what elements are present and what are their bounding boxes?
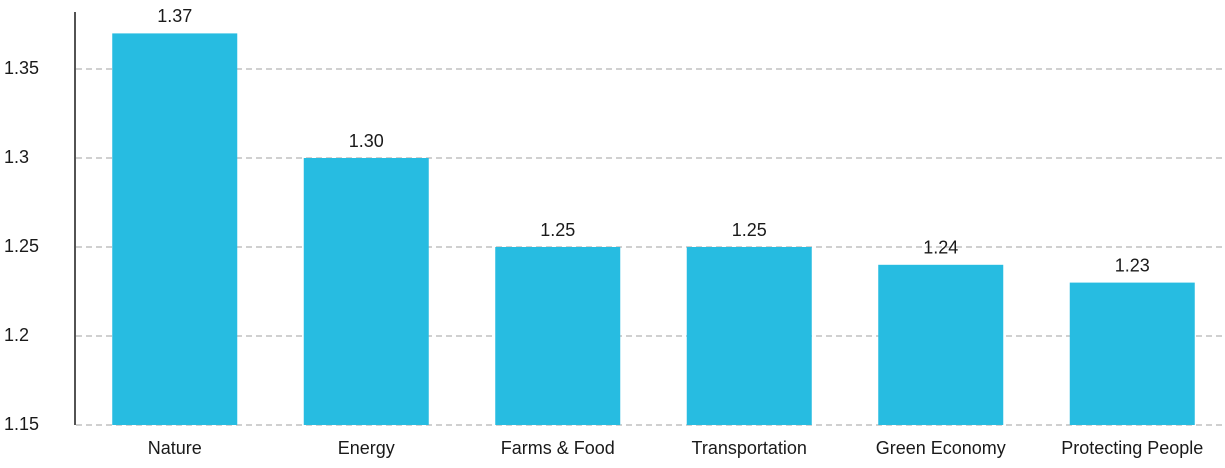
x-tick-label: Energy bbox=[338, 438, 395, 458]
y-tick-label: 1.2 bbox=[4, 325, 29, 345]
x-tick-label: Nature bbox=[148, 438, 202, 458]
labels: 1.15 1.2 1.25 1.3 1.35 Nature 1.37 Energy 1.30 Fa… bbox=[4, 6, 1203, 458]
value-label: 1.25 bbox=[732, 220, 767, 240]
y-tick-label: 1.3 bbox=[4, 147, 29, 167]
grid bbox=[76, 68, 1225, 426]
bars bbox=[112, 33, 1195, 426]
x-tick-label: Farms & Food bbox=[501, 438, 615, 458]
value-label: 1.37 bbox=[157, 6, 192, 26]
bar bbox=[303, 158, 429, 425]
bar bbox=[495, 247, 621, 425]
x-tick-label: Transportation bbox=[692, 438, 807, 458]
value-label: 1.24 bbox=[923, 238, 958, 258]
y-tick-label: 1.25 bbox=[4, 236, 39, 256]
bar bbox=[1069, 282, 1195, 425]
y-tick-label: 1.15 bbox=[4, 414, 39, 434]
y-tick-label: 1.35 bbox=[4, 58, 39, 78]
x-tick-label: Green Economy bbox=[876, 438, 1006, 458]
bar bbox=[878, 264, 1004, 425]
x-tick-label: Protecting People bbox=[1061, 438, 1203, 458]
value-label: 1.30 bbox=[349, 131, 384, 151]
bar bbox=[686, 247, 812, 425]
value-label: 1.25 bbox=[540, 220, 575, 240]
value-label: 1.23 bbox=[1115, 255, 1150, 275]
bar bbox=[112, 33, 238, 426]
